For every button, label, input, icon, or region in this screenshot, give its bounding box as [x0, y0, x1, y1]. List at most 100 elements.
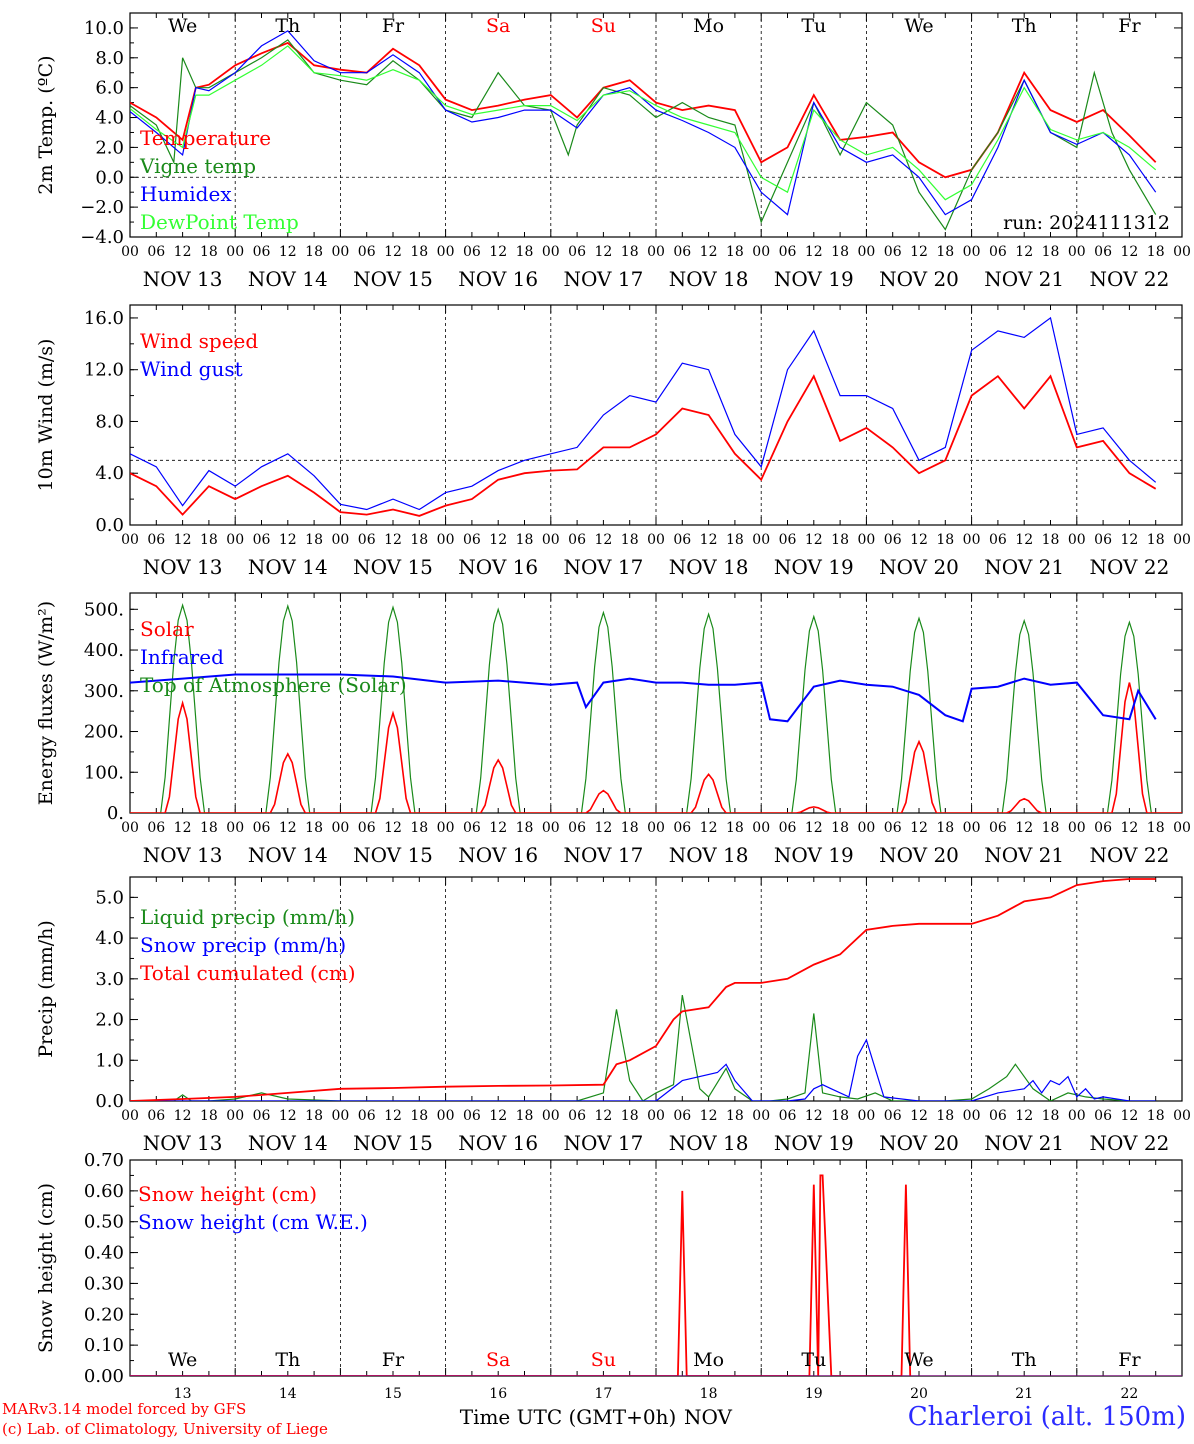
wind-hour-tick-label: 18 [516, 532, 534, 548]
wind-hour-tick-label: 12 [174, 532, 192, 548]
wind-date-label: NOV 15 [353, 555, 433, 579]
wind-hour-tick-label: 00 [1173, 532, 1191, 548]
snow-weekday-label: Tu [801, 1349, 826, 1371]
temp-plot-area [130, 30, 1157, 231]
temp-weekday-label: Mo [693, 15, 724, 37]
temp-y-tick-label: 4.0 [95, 108, 124, 129]
temp-hour-tick-label: 12 [805, 244, 823, 260]
temp-date-label: NOV 13 [143, 267, 223, 291]
wind-legend-entry: Wind gust [140, 357, 243, 381]
precip-hour-tick-label: 18 [1042, 1108, 1060, 1124]
wind-date-label: NOV 13 [143, 555, 223, 579]
temp-hour-tick-label: 12 [1015, 244, 1033, 260]
energy-hour-tick-label: 12 [805, 820, 823, 836]
precip-hour-tick-label: 06 [989, 1108, 1007, 1124]
precip-hour-tick-label: 00 [226, 1108, 244, 1124]
temp-hour-tick-label: 18 [831, 244, 849, 260]
snow-snow-height-cm--line [130, 1174, 912, 1376]
energy-hour-tick-label: 00 [121, 820, 139, 836]
day-number-label: 22 [1120, 1386, 1138, 1402]
temp-weekday-label: Tu [801, 15, 826, 37]
temp-date-label: NOV 22 [1090, 267, 1170, 291]
energy-hour-tick-label: 06 [568, 820, 586, 836]
energy-hour-tick-label: 12 [384, 820, 402, 836]
day-number-label: 21 [1015, 1386, 1033, 1402]
wind-hour-tick-label: 00 [331, 532, 349, 548]
precip-hour-tick-label: 18 [305, 1108, 323, 1124]
precip-plot-area [130, 878, 1156, 1101]
day-number-label: 20 [910, 1386, 928, 1402]
energy-hour-tick-label: 18 [831, 820, 849, 836]
temp-hour-tick-label: 06 [463, 244, 481, 260]
precip-y-tick-label: 4.0 [95, 928, 124, 949]
snow-y-tick-label: 0.20 [84, 1304, 124, 1325]
wind-hour-tick-label: 06 [884, 532, 902, 548]
wind-hour-tick-label: 18 [726, 532, 744, 548]
temp-weekday-label: We [904, 15, 933, 37]
wind-y-tick-label: 16.0 [84, 308, 124, 329]
precip-date-label: NOV 14 [248, 1131, 328, 1155]
run-label: run: 2024111312 [1003, 212, 1170, 234]
precip-y-tick-label: 5.0 [95, 887, 124, 908]
temp-hour-tick-label: 00 [437, 244, 455, 260]
temp-y-tick-label: 0.0 [95, 167, 124, 188]
temp-y-tick-label: 6.0 [95, 78, 124, 99]
month-label: NOV [684, 1405, 733, 1429]
temp-hour-tick-label: 00 [1173, 244, 1191, 260]
energy-hour-tick-label: 06 [673, 820, 691, 836]
temp-hour-tick-label: 18 [410, 244, 428, 260]
energy-hour-tick-label: 18 [305, 820, 323, 836]
wind-hour-tick-label: 06 [568, 532, 586, 548]
snow-weekday-label: Fr [1118, 1349, 1141, 1371]
wind-wind-speed-line [130, 374, 1157, 517]
day-number-label: 18 [700, 1386, 718, 1402]
precip-hour-tick-label: 18 [936, 1108, 954, 1124]
energy-date-label: NOV 16 [458, 843, 538, 867]
precip-hour-tick-label: 06 [253, 1108, 271, 1124]
wind-panel: 0.0 4.0 8.0 12.0 16.0 10m Wind (m/s) Wind spee… [35, 304, 1191, 579]
wind-hour-tick-label: 12 [279, 532, 297, 548]
energy-hour-tick-label: 12 [1015, 820, 1033, 836]
energy-hour-tick-label: 00 [647, 820, 665, 836]
wind-hour-tick-label: 12 [384, 532, 402, 548]
temp-date-label: NOV 20 [879, 267, 959, 291]
wind-hour-tick-label: 00 [752, 532, 770, 548]
precip-hour-tick-label: 00 [963, 1108, 981, 1124]
temp-legend-entry: Humidex [140, 182, 232, 206]
energy-y-tick-label: 400. [84, 640, 124, 661]
temp-hour-tick-label: 06 [358, 244, 376, 260]
wind-hour-tick-label: 00 [857, 532, 875, 548]
wind-hour-tick-label: 06 [147, 532, 165, 548]
temp-y-tick-label: 10.0 [84, 18, 124, 39]
precip-hour-tick-label: 12 [805, 1108, 823, 1124]
temp-legend-entry: Vigne temp [139, 154, 256, 178]
energy-legend-entry: Solar [140, 617, 194, 641]
wind-hour-tick-label: 12 [1015, 532, 1033, 548]
temp-y-tick-label: −2.0 [80, 197, 124, 218]
precip-date-label: NOV 19 [774, 1131, 854, 1155]
temp-weekday-label: Fr [382, 15, 405, 37]
temp-dewpoint-temp-line [130, 45, 1157, 201]
wind-plot-area [130, 316, 1157, 517]
wind-hour-tick-label: 00 [226, 532, 244, 548]
time-axis-label: Time UTC (GMT+0h) [460, 1405, 677, 1429]
energy-date-label: NOV 19 [774, 843, 854, 867]
energy-hour-tick-label: 12 [700, 820, 718, 836]
temp-hour-tick-label: 06 [989, 244, 1007, 260]
precip-legend-entry: Snow precip (mm/h) [140, 933, 346, 957]
temp-hour-tick-label: 00 [331, 244, 349, 260]
temp-hour-tick-label: 18 [516, 244, 534, 260]
temp-date-label: NOV 17 [564, 267, 644, 291]
precip-hour-tick-label: 12 [594, 1108, 612, 1124]
temp-hour-tick-label: 18 [305, 244, 323, 260]
energy-plot-area [130, 603, 1182, 813]
wind-hour-tick-label: 18 [936, 532, 954, 548]
temp-hour-tick-label: 06 [779, 244, 797, 260]
wind-hour-tick-label: 18 [621, 532, 639, 548]
snow-weekday-label: Mo [693, 1349, 724, 1371]
precip-hour-tick-label: 00 [1173, 1108, 1191, 1124]
precip-date-label: NOV 17 [564, 1131, 644, 1155]
precip-liquid-precip-mm-h--line [130, 994, 1156, 1101]
temp-weekday-label: Th [275, 15, 300, 37]
temp-hour-tick-label: 00 [121, 244, 139, 260]
